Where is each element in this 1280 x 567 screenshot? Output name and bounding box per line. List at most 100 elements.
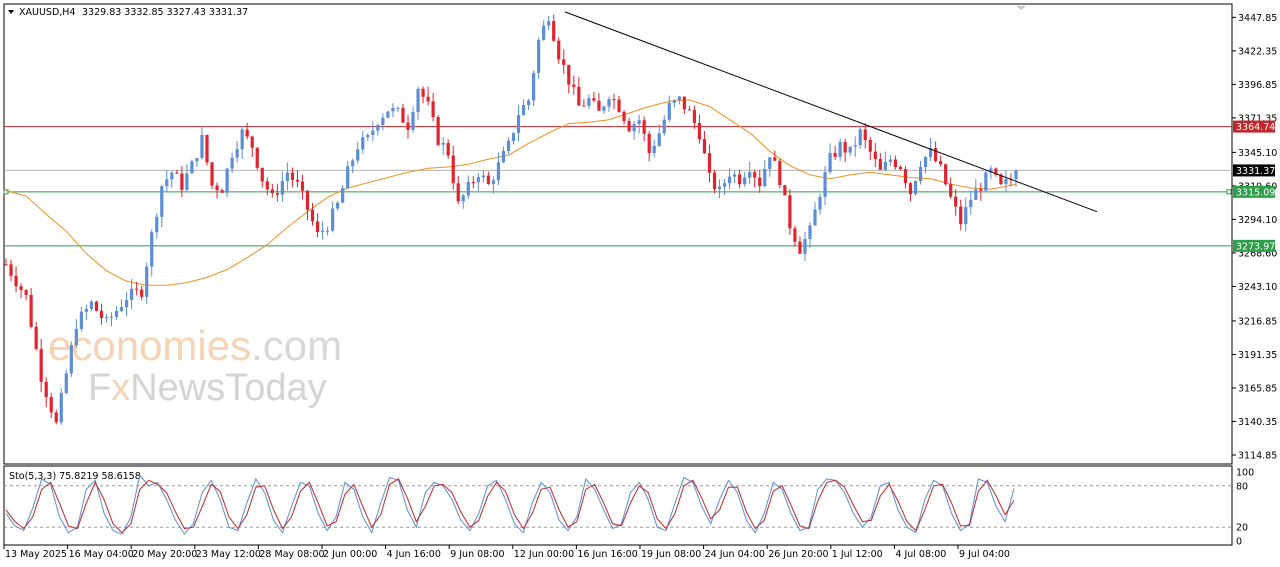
time-tick-label: 24 Jun 04:00 [705, 549, 765, 560]
candle-body [175, 172, 179, 174]
candle-body [717, 186, 722, 189]
candle-body [381, 117, 385, 126]
candle-body [376, 125, 380, 131]
candle-body [331, 208, 335, 231]
candle-body [612, 99, 616, 101]
price-tick-label: 3140.35 [1238, 417, 1277, 428]
time-tick-label: 9 Jun 08:00 [450, 549, 504, 560]
candle-body [939, 161, 943, 165]
candle-body [557, 40, 561, 60]
candle-body [39, 348, 43, 382]
candle-body [547, 21, 551, 26]
candle-body [205, 135, 209, 163]
time-tick-label: 19 Jun 08:00 [641, 549, 701, 560]
candle-body [818, 196, 822, 210]
candle-body [587, 98, 591, 106]
candle-body [84, 308, 88, 312]
candle-body [748, 172, 752, 178]
candle-body [738, 174, 742, 185]
candle-body [868, 139, 872, 152]
candle-body [371, 130, 375, 136]
candle-body [325, 230, 330, 232]
candle-body [230, 157, 234, 169]
candle-body [622, 111, 626, 122]
candle-body [486, 175, 490, 184]
stochastic-tick-label: 100 [1236, 468, 1254, 479]
candle-body [918, 167, 923, 182]
candle-body [793, 228, 797, 242]
candle-body [657, 133, 661, 146]
candle-body [778, 160, 782, 186]
symbol-label: XAUUSD,H4 [19, 7, 75, 18]
price-tick-label: 3447.85 [1238, 13, 1277, 24]
candle-body [336, 202, 340, 209]
candle-body [406, 122, 410, 130]
candle-body [501, 151, 506, 163]
candle-body [119, 307, 124, 311]
candle-body [19, 286, 23, 291]
candle-body [300, 181, 305, 191]
time-tick-label: 9 Jul 04:00 [959, 549, 1010, 560]
candle-body [592, 98, 596, 101]
candle-body [44, 381, 48, 398]
candle-body [245, 129, 249, 137]
candle-body [471, 181, 475, 183]
price-axis: 3447.853422.353396.853371.353345.103319.… [1232, 13, 1277, 461]
candle-body [667, 102, 671, 120]
candle-body [722, 183, 727, 187]
candle-body [476, 177, 480, 183]
price-tick-label: 3243.10 [1238, 282, 1277, 293]
candle-body [170, 172, 174, 180]
candle-body [1004, 178, 1008, 185]
candle-body [908, 183, 913, 195]
candle-body [1014, 170, 1018, 180]
candle-body [295, 179, 300, 182]
level-label-box [1233, 185, 1275, 198]
candle-body [572, 84, 576, 87]
horizontal-levels[interactable] [3, 126, 1232, 247]
candle-body [190, 161, 194, 174]
candle-body [29, 295, 33, 327]
candle-body [356, 149, 360, 161]
candle-body [240, 129, 244, 150]
candle-body [567, 64, 571, 85]
candle-body [366, 135, 370, 138]
candle-body [768, 157, 772, 169]
candle-body [652, 145, 656, 153]
price-tick-label: 3371.35 [1238, 113, 1277, 124]
candle-body [637, 120, 641, 125]
candle-body [733, 174, 737, 177]
stochastic-axis: 100 80 20 0 [1236, 468, 1254, 548]
candle-body [798, 241, 802, 254]
collapse-triangle-icon[interactable] [8, 10, 14, 14]
candle-body [521, 105, 526, 116]
candle-body [225, 168, 229, 193]
candle-body [743, 177, 747, 185]
candle-body [461, 195, 465, 202]
candle-body [305, 190, 310, 210]
candle-body [386, 111, 390, 118]
candle-body [642, 120, 646, 134]
candle-body [582, 105, 586, 107]
candle-body [928, 148, 933, 157]
candle-body [34, 326, 38, 349]
candle-body [421, 88, 425, 97]
time-tick-label: 23 May 12:00 [196, 549, 261, 560]
candle-body [542, 25, 546, 40]
candle-body [843, 142, 847, 153]
trendline-line [564, 11, 1098, 213]
level-label-box [1233, 239, 1275, 252]
candle-body [270, 189, 274, 194]
scroll-marker-icon[interactable] [1016, 6, 1026, 10]
candle-body [974, 189, 978, 200]
candle-body [235, 149, 239, 158]
level-labels: 3364.74 3315.09 3273.97 3331.37 [1233, 120, 1275, 252]
stochastic-lines [4, 474, 1232, 535]
candle-body [160, 186, 164, 217]
candle-body [411, 112, 415, 130]
time-tick-label: 28 May 08:00 [259, 549, 324, 560]
moving-average [5, 99, 1017, 286]
trendline[interactable] [564, 11, 1098, 213]
candle-body [94, 301, 99, 311]
